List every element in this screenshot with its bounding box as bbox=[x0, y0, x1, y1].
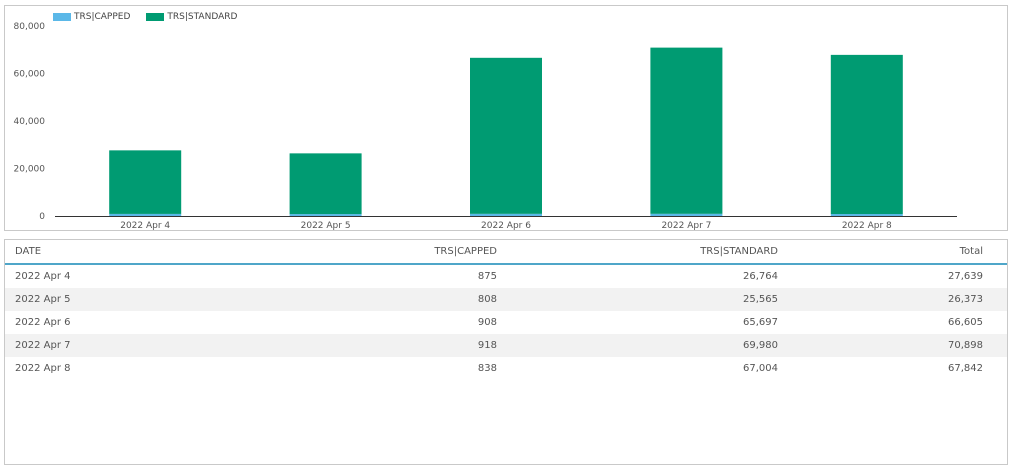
table-row: 2022 Apr 7 918 69,980 70,898 bbox=[5, 334, 1007, 357]
bar-capped bbox=[470, 213, 542, 216]
cell-date: 2022 Apr 6 bbox=[15, 317, 71, 328]
bar-standard bbox=[109, 150, 182, 214]
cell-total: 26,373 bbox=[786, 288, 1007, 311]
cell-standard: 26,764 bbox=[743, 271, 778, 282]
bar-standard bbox=[830, 54, 903, 215]
cell-capped: 808 bbox=[243, 288, 505, 311]
legend-item-standard[interactable]: TRS|STANDARD bbox=[146, 12, 237, 22]
bar-standard bbox=[289, 153, 362, 215]
cell-total: 67,842 bbox=[948, 363, 983, 374]
cell-standard: 69,980 bbox=[505, 334, 786, 357]
bar-capped bbox=[289, 214, 362, 216]
y-tick-label: 80,000 bbox=[14, 22, 46, 32]
cell-capped: 918 bbox=[243, 334, 505, 357]
stacked-bar-chart: 0 20,000 40,000 60,000 80,000 2022 Apr 4 2022 … bbox=[14, 22, 957, 230]
cell-date: 2022 Apr 7 bbox=[5, 334, 243, 357]
legend-label-standard: TRS|STANDARD bbox=[167, 12, 238, 22]
legend-item-capped[interactable]: TRS|CAPPED bbox=[53, 12, 130, 22]
header-total[interactable]: Total bbox=[786, 240, 1007, 265]
header-capped[interactable]: TRS|CAPPED bbox=[243, 240, 505, 265]
cell-date: 2022 Apr 5 bbox=[5, 288, 243, 311]
legend-swatch-capped bbox=[53, 13, 71, 21]
chart-panel: TRS|CAPPED TRS|STANDARD 0 20,000 40,000 60,… bbox=[4, 5, 1008, 231]
cell-capped: 875 bbox=[477, 271, 497, 282]
table-row: 2022 Apr 8 838 67,004 67,842 bbox=[5, 357, 1007, 380]
table-row: 2022 Apr 6 908 65,697 66,605 bbox=[5, 311, 1007, 334]
bar-capped bbox=[650, 213, 723, 216]
cell-total: 27,639 bbox=[948, 271, 983, 282]
y-tick-label: 60,000 bbox=[14, 70, 46, 80]
chart-legend: TRS|CAPPED TRS|STANDARD bbox=[53, 12, 237, 22]
cell-total: 66,605 bbox=[948, 317, 983, 328]
cell-capped: 838 bbox=[477, 363, 497, 374]
cell-standard: 65,697 bbox=[743, 317, 778, 328]
header-date[interactable]: DATE bbox=[5, 240, 243, 265]
x-tick-label: 2022 Apr 8 bbox=[842, 221, 892, 230]
data-table: DATE TRS|CAPPED TRS|STANDARD Total 2022 … bbox=[5, 240, 1007, 380]
bar-capped bbox=[109, 213, 182, 216]
header-standard[interactable]: TRS|STANDARD bbox=[505, 240, 786, 265]
cell-date: 2022 Apr 4 bbox=[15, 271, 71, 282]
legend-label-capped: TRS|CAPPED bbox=[74, 12, 131, 22]
x-tick-label: 2022 Apr 5 bbox=[301, 221, 351, 230]
data-table-panel: DATE TRS|CAPPED TRS|STANDARD Total 2022 … bbox=[4, 239, 1008, 465]
table-header-row: DATE TRS|CAPPED TRS|STANDARD Total bbox=[5, 240, 1007, 265]
legend-swatch-standard bbox=[146, 13, 165, 21]
y-tick-label: 40,000 bbox=[14, 117, 46, 127]
bar-capped bbox=[830, 214, 903, 216]
x-tick-label: 2022 Apr 6 bbox=[481, 221, 531, 230]
x-tick-label: 2022 Apr 4 bbox=[120, 221, 170, 230]
cell-total: 70,898 bbox=[786, 334, 1007, 357]
cell-date: 2022 Apr 8 bbox=[15, 363, 71, 374]
cell-standard: 67,004 bbox=[743, 363, 778, 374]
cell-standard: 25,565 bbox=[505, 288, 786, 311]
bar-standard bbox=[650, 47, 723, 214]
bar-standard bbox=[470, 57, 542, 214]
y-tick-label: 20,000 bbox=[14, 165, 46, 175]
table-row: 2022 Apr 4 875 26,764 27,639 bbox=[5, 264, 1007, 288]
x-tick-label: 2022 Apr 7 bbox=[661, 221, 711, 230]
table-row: 2022 Apr 5 808 25,565 26,373 bbox=[5, 288, 1007, 311]
cell-capped: 908 bbox=[477, 317, 497, 328]
y-tick-label: 0 bbox=[39, 212, 45, 222]
